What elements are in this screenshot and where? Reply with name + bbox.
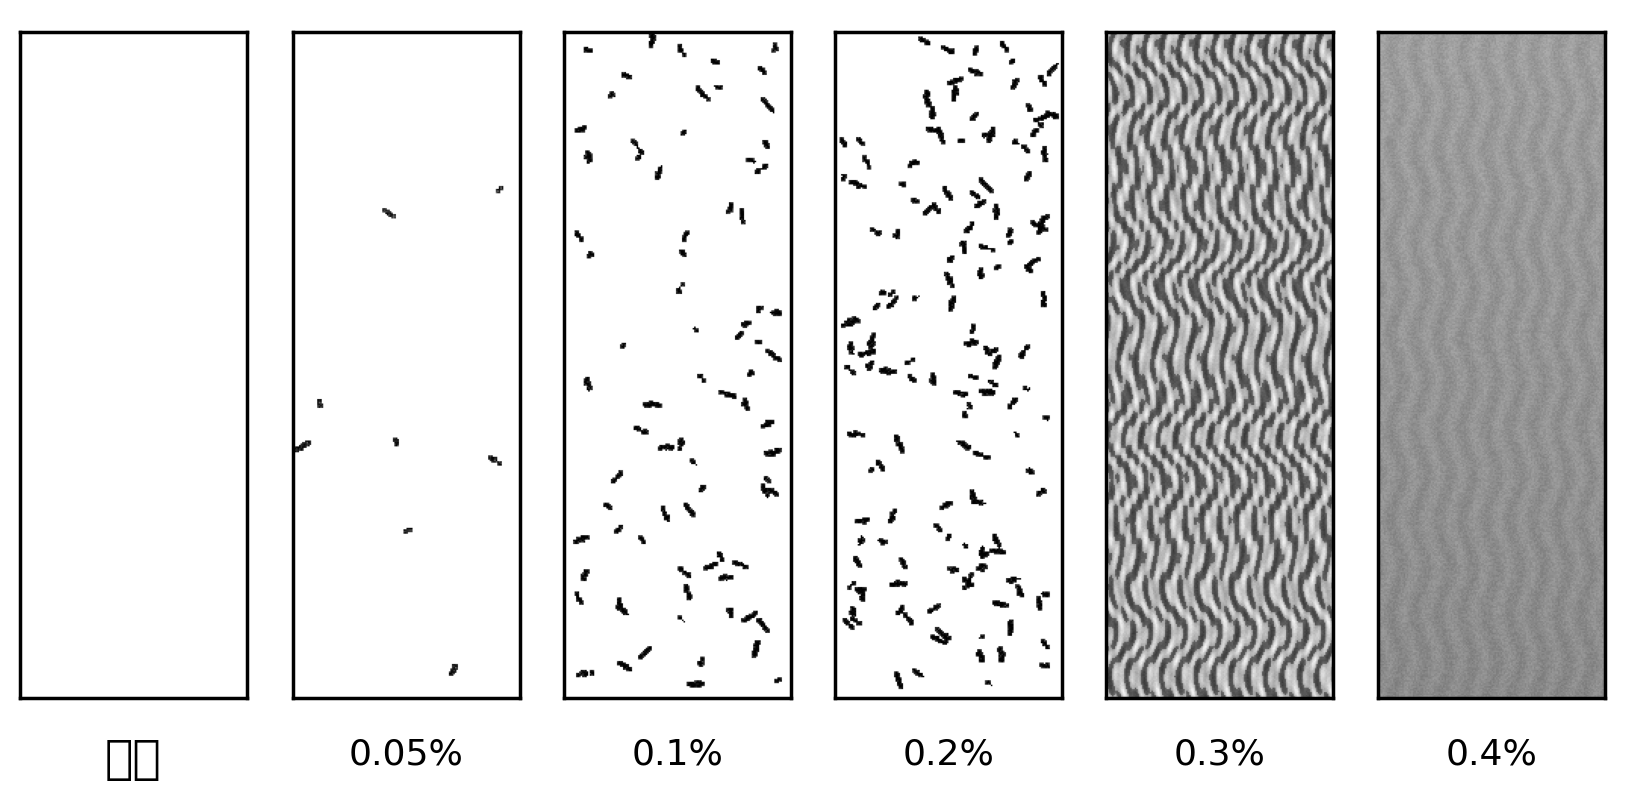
Text: 0.1%: 0.1% <box>631 738 723 772</box>
Text: 0.4%: 0.4% <box>1445 738 1537 772</box>
Text: 0.05%: 0.05% <box>349 738 464 772</box>
Text: 0.2%: 0.2% <box>903 738 995 772</box>
Text: 空白: 空白 <box>105 738 161 783</box>
Text: 0.3%: 0.3% <box>1174 738 1266 772</box>
